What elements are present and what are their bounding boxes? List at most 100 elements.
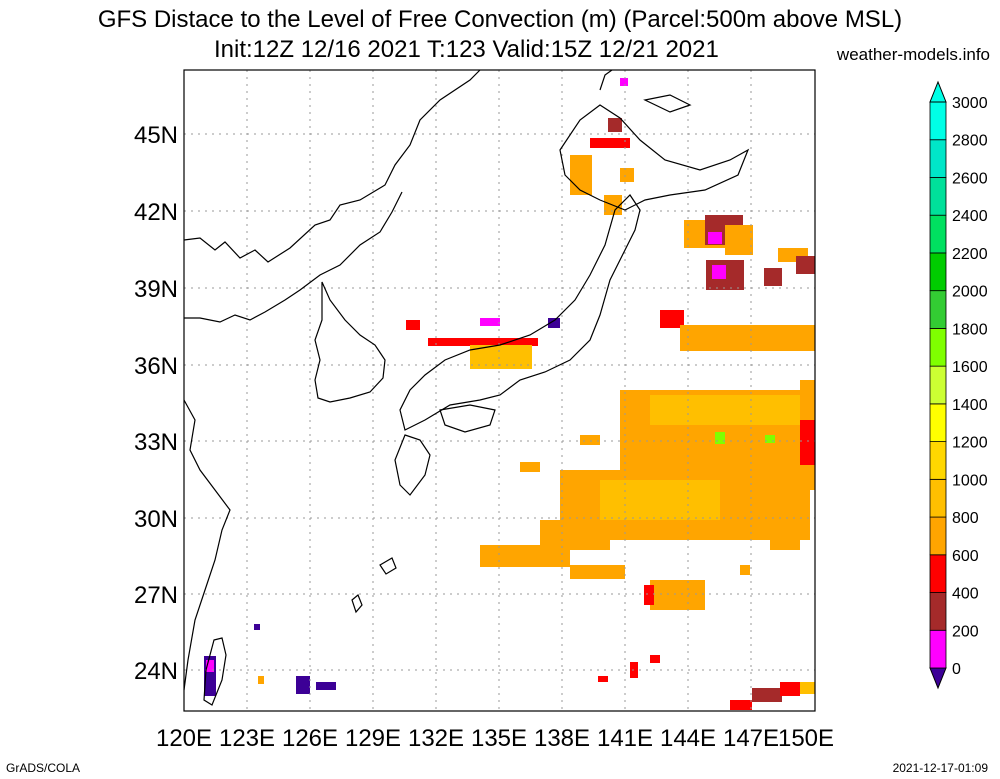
lat-label: 30N <box>134 506 178 533</box>
coast-mainland-asia <box>183 69 481 263</box>
field-cell <box>800 420 815 465</box>
field-cell <box>540 520 610 550</box>
lon-label: 123E <box>219 725 275 752</box>
lon-label: 135E <box>471 725 527 752</box>
lon-label: 129E <box>345 725 401 752</box>
colorbar-segment <box>929 403 947 443</box>
colorbar-label: 2400 <box>952 208 988 225</box>
coast-china-east <box>183 399 231 691</box>
colorbar-label: 2000 <box>952 284 988 301</box>
lat-label: 45N <box>134 122 178 149</box>
colorbar-label: 800 <box>952 510 979 527</box>
lon-label: 126E <box>282 725 338 752</box>
lon-label: 150E <box>778 725 834 752</box>
colorbar-label: 3000 <box>952 95 988 112</box>
field-cell <box>650 395 800 425</box>
field-cell <box>708 232 722 244</box>
colorbar-label: 1400 <box>952 397 988 414</box>
field-cell <box>258 676 264 684</box>
colorbar-label: 2800 <box>952 133 988 150</box>
field-cell <box>765 435 775 443</box>
field-cell <box>520 462 540 472</box>
field-cell <box>800 682 815 694</box>
field-cell <box>598 676 608 682</box>
coast-korea-north <box>184 191 403 323</box>
colorbar-segment <box>929 629 947 669</box>
colorbar-segment <box>929 554 947 593</box>
colorbar-segment <box>929 177 947 216</box>
colorbar: 0 200 400 600 800 1000 1200 1400 1600 1800 2000 220… <box>929 80 988 690</box>
field-cell <box>406 320 420 330</box>
field-cell <box>770 520 800 550</box>
chart-title: GFS Distace to the Level of Free Convect… <box>97 6 903 33</box>
coast-shikoku <box>439 404 496 433</box>
colorbar-segment <box>929 516 947 556</box>
coastlines <box>183 69 750 706</box>
coast-honshu <box>399 194 641 431</box>
colorbar-label: 1000 <box>952 472 988 489</box>
lon-label: 120E <box>156 725 212 752</box>
field-cell <box>764 268 782 286</box>
field-cell <box>780 682 800 696</box>
field-cell <box>740 565 750 575</box>
colorbar-segment <box>929 139 947 178</box>
lon-label: 147E <box>723 725 779 752</box>
colorbar-segment <box>929 592 947 631</box>
colorbar-segment <box>929 101 947 141</box>
lon-label: 138E <box>534 725 590 752</box>
field-cell <box>570 565 625 579</box>
field-cell <box>730 700 752 710</box>
colorbar-segment <box>929 327 947 367</box>
field-cell <box>428 338 538 346</box>
coast-okinawa <box>351 594 363 614</box>
colorbar-label: 200 <box>952 623 979 640</box>
footer-left: GrADS/COLA <box>6 761 81 775</box>
colorbar-segment <box>929 252 947 292</box>
lat-axis: 24N 27N 30N 33N 36N 39N 42N 45N <box>134 122 178 685</box>
field-cell <box>680 325 815 351</box>
colorbar-segment <box>929 214 947 254</box>
lfc-field <box>204 78 815 710</box>
site-label: weather-models.info <box>836 45 990 64</box>
field-cell <box>580 435 600 445</box>
colorbar-segment <box>929 478 947 518</box>
lon-label: 132E <box>408 725 464 752</box>
field-cell <box>296 676 310 694</box>
colorbar-label: 1800 <box>952 321 988 338</box>
coast-kyushu <box>394 434 431 496</box>
field-cell <box>570 155 592 195</box>
lat-label: 42N <box>134 199 178 226</box>
grid-lines <box>184 70 815 711</box>
colorbar-end-low <box>929 667 947 690</box>
lon-label: 141E <box>597 725 653 752</box>
colorbar-label: 2600 <box>952 170 988 187</box>
field-cell <box>644 585 654 605</box>
field-cell <box>650 580 705 610</box>
field-cell <box>650 655 660 663</box>
field-cell <box>752 688 782 702</box>
field-cell <box>620 78 628 86</box>
colorbar-segment <box>929 365 947 405</box>
field-cell <box>480 545 570 567</box>
colorbar-label: 1600 <box>952 359 988 376</box>
colorbar-label: 1200 <box>952 435 988 452</box>
field-cell <box>254 624 260 630</box>
footer-timestamp: 2021-12-17-01:09 <box>892 761 988 775</box>
lat-label: 24N <box>134 658 178 685</box>
chart-subtitle: Init:12Z 12/16 2021 T:123 Valid:15Z 12/2… <box>214 36 719 63</box>
lat-label: 27N <box>134 582 178 609</box>
field-cell <box>480 318 500 326</box>
field-cell <box>712 265 726 279</box>
colorbar-label: 0 <box>952 661 961 678</box>
field-cell <box>715 432 725 444</box>
field-cell <box>206 660 214 672</box>
colorbar-end-high <box>929 80 947 103</box>
lat-label: 39N <box>134 276 178 303</box>
map-frame <box>183 69 816 712</box>
colorbar-label: 2200 <box>952 246 988 263</box>
coast-korean-peninsula <box>314 281 386 403</box>
field-cell <box>725 225 753 255</box>
field-cell <box>316 682 336 690</box>
field-cell <box>660 310 684 328</box>
